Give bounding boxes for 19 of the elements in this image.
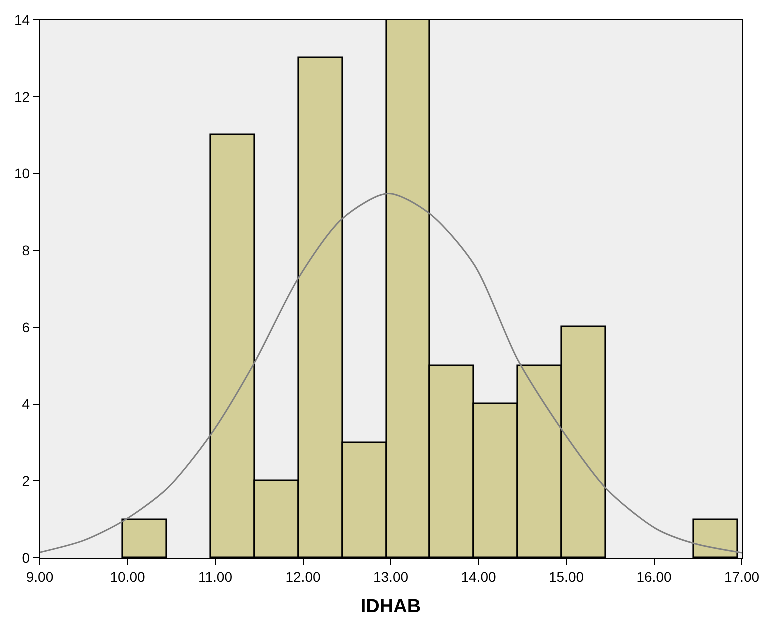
x-tick-label: 14.00 bbox=[461, 568, 496, 585]
y-tick-label: 14 bbox=[14, 12, 30, 28]
y-tick-label: 12 bbox=[14, 88, 30, 105]
y-tick-label: 8 bbox=[22, 242, 30, 258]
x-tick-label: 17.00 bbox=[724, 568, 760, 585]
y-tick-label: 2 bbox=[22, 473, 30, 490]
x-tick-label: 15.00 bbox=[548, 568, 584, 585]
y-tick-label: 10 bbox=[14, 166, 30, 182]
x-tick-label: 16.00 bbox=[636, 568, 672, 585]
y-tick-label: 4 bbox=[22, 396, 30, 412]
x-tick-label: 9.00 bbox=[26, 568, 54, 585]
y-tick-label: 0 bbox=[22, 550, 30, 566]
y-tick-label: 6 bbox=[22, 319, 30, 336]
x-tick-label: 11.00 bbox=[198, 568, 233, 585]
x-tick-label: 12.00 bbox=[286, 568, 321, 585]
x-tick-label: 13.00 bbox=[373, 568, 409, 585]
line-series bbox=[40, 192, 742, 554]
x-tick-label: 10.00 bbox=[110, 568, 146, 585]
x-axis-title: IDHAB bbox=[360, 596, 422, 618]
